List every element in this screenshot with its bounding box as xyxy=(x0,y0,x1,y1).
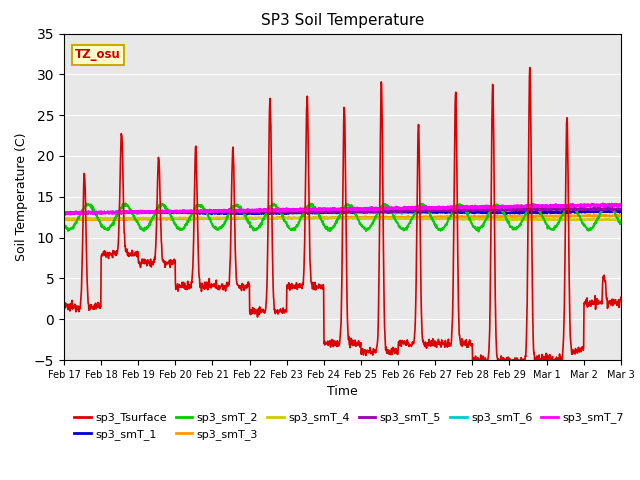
sp3_smT_6 xyxy=(591,206,599,212)
sp3_smT_3 xyxy=(126,216,134,222)
sp3_smT_4 xyxy=(579,217,587,223)
sp3_Tsurface xyxy=(377,99,385,105)
sp3_smT_3 xyxy=(318,215,326,221)
sp3_smT_3 xyxy=(613,212,621,217)
sp3_smT_3 xyxy=(308,215,316,221)
sp3_smT_1 xyxy=(126,209,134,215)
sp3_smT_7 xyxy=(318,206,326,212)
sp3_Tsurface xyxy=(308,281,316,287)
sp3_smT_3 xyxy=(103,217,111,223)
sp3_smT_5 xyxy=(60,210,68,216)
sp3_smT_6 xyxy=(81,211,88,217)
sp3_Tsurface xyxy=(126,253,134,259)
sp3_smT_2 xyxy=(296,217,304,223)
sp3_smT_7 xyxy=(126,209,134,215)
sp3_Tsurface xyxy=(526,65,534,71)
Line: sp3_Tsurface: sp3_Tsurface xyxy=(64,68,621,367)
X-axis label: Time: Time xyxy=(327,385,358,398)
sp3_smT_4 xyxy=(308,215,316,221)
Line: sp3_smT_7: sp3_smT_7 xyxy=(64,204,621,214)
sp3_smT_2 xyxy=(306,201,314,206)
sp3_smT_7 xyxy=(617,202,625,208)
sp3_smT_6 xyxy=(378,210,385,216)
sp3_smT_6 xyxy=(126,209,134,215)
sp3_smT_2 xyxy=(126,207,134,213)
sp3_smT_1 xyxy=(308,210,316,216)
Text: TZ_osu: TZ_osu xyxy=(75,48,121,61)
sp3_Tsurface xyxy=(617,294,625,300)
sp3_smT_7 xyxy=(308,207,316,213)
Title: SP3 Soil Temperature: SP3 Soil Temperature xyxy=(260,13,424,28)
sp3_smT_7 xyxy=(67,211,74,217)
sp3_smT_1 xyxy=(318,210,326,216)
sp3_smT_1 xyxy=(617,209,625,215)
Line: sp3_smT_6: sp3_smT_6 xyxy=(64,209,621,214)
sp3_smT_6 xyxy=(318,210,326,216)
Line: sp3_smT_1: sp3_smT_1 xyxy=(64,211,621,215)
sp3_Tsurface xyxy=(103,251,111,256)
sp3_smT_6 xyxy=(297,210,305,216)
sp3_Tsurface xyxy=(296,282,304,288)
Legend: sp3_Tsurface, sp3_smT_1, sp3_smT_2, sp3_smT_3, sp3_smT_4, sp3_smT_5, sp3_smT_6, : sp3_Tsurface, sp3_smT_1, sp3_smT_2, sp3_… xyxy=(70,408,628,444)
sp3_Tsurface xyxy=(515,364,522,370)
sp3_smT_4 xyxy=(617,217,625,223)
sp3_smT_5 xyxy=(61,211,68,217)
sp3_smT_2 xyxy=(318,219,326,225)
sp3_smT_4 xyxy=(60,216,68,222)
sp3_smT_5 xyxy=(318,209,326,215)
sp3_smT_1 xyxy=(60,210,68,216)
sp3_smT_5 xyxy=(308,208,316,214)
sp3_smT_2 xyxy=(617,220,625,226)
sp3_smT_4 xyxy=(126,215,134,221)
sp3_smT_5 xyxy=(104,209,111,215)
sp3_smT_1 xyxy=(602,208,609,214)
sp3_smT_5 xyxy=(617,206,625,212)
sp3_smT_7 xyxy=(378,205,385,211)
sp3_smT_3 xyxy=(115,217,123,223)
sp3_smT_4 xyxy=(378,216,385,222)
sp3_smT_1 xyxy=(297,210,305,216)
sp3_smT_3 xyxy=(297,215,305,220)
Line: sp3_smT_5: sp3_smT_5 xyxy=(64,208,621,214)
sp3_smT_4 xyxy=(297,216,305,222)
sp3_smT_3 xyxy=(378,215,385,221)
sp3_smT_7 xyxy=(60,211,68,216)
sp3_smT_4 xyxy=(318,215,326,221)
sp3_smT_1 xyxy=(103,210,111,216)
sp3_smT_5 xyxy=(126,209,134,215)
Line: sp3_smT_4: sp3_smT_4 xyxy=(64,217,621,220)
sp3_Tsurface xyxy=(60,304,68,310)
sp3_smT_2 xyxy=(475,228,483,234)
sp3_smT_1 xyxy=(378,208,385,214)
sp3_smT_7 xyxy=(104,210,111,216)
sp3_smT_2 xyxy=(60,222,68,228)
sp3_smT_6 xyxy=(104,210,111,216)
sp3_smT_4 xyxy=(103,216,111,222)
sp3_smT_4 xyxy=(197,215,205,220)
sp3_smT_2 xyxy=(103,227,111,233)
sp3_smT_7 xyxy=(599,201,607,207)
sp3_smT_3 xyxy=(617,213,625,219)
sp3_smT_6 xyxy=(308,210,316,216)
sp3_smT_5 xyxy=(378,208,385,214)
sp3_smT_6 xyxy=(60,210,68,216)
sp3_smT_1 xyxy=(243,212,251,217)
sp3_smT_5 xyxy=(580,205,588,211)
sp3_smT_7 xyxy=(297,206,305,212)
sp3_smT_3 xyxy=(60,216,68,222)
sp3_smT_2 xyxy=(308,203,316,209)
Line: sp3_smT_3: sp3_smT_3 xyxy=(64,215,621,220)
Line: sp3_smT_2: sp3_smT_2 xyxy=(64,204,621,231)
sp3_Tsurface xyxy=(318,283,326,289)
sp3_smT_2 xyxy=(378,205,385,211)
Y-axis label: Soil Temperature (C): Soil Temperature (C) xyxy=(15,132,28,261)
sp3_smT_6 xyxy=(617,207,625,213)
sp3_smT_5 xyxy=(297,208,305,214)
